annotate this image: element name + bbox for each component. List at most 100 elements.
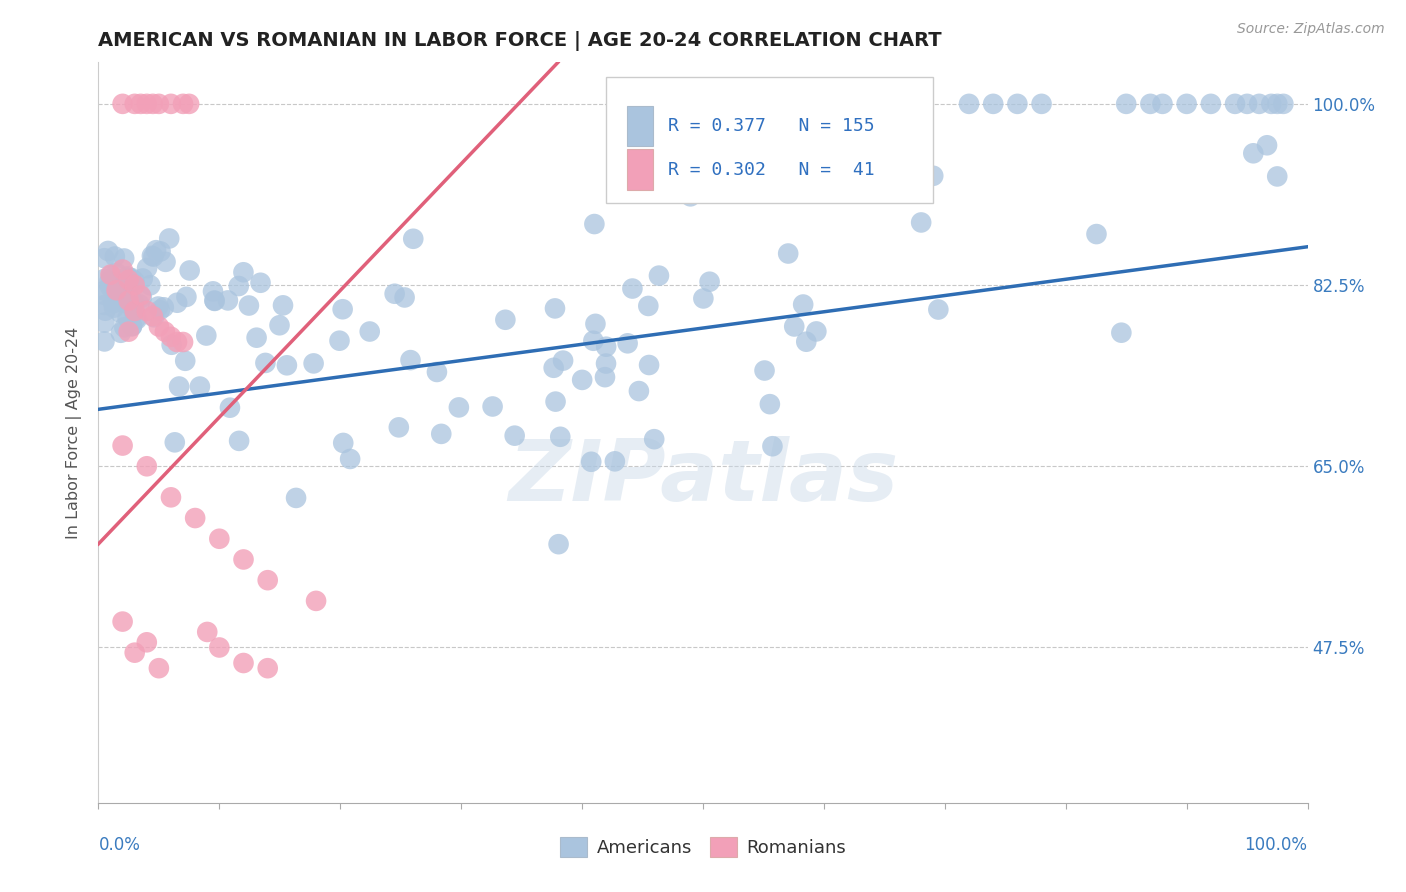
- Legend: Americans, Romanians: Americans, Romanians: [553, 830, 853, 864]
- Point: [806, 325, 828, 339]
- Point: [93, 298, 115, 312]
- Point: [166, 334, 188, 349]
- Point: [585, 317, 607, 331]
- Point: [163, 435, 186, 450]
- Point: [105, 283, 128, 297]
- Point: [93, 288, 115, 302]
- Point: [548, 430, 571, 444]
- Point: [118, 293, 141, 308]
- Point: [245, 331, 267, 345]
- Point: [1256, 138, 1278, 153]
- Point: [384, 286, 406, 301]
- Point: [125, 311, 148, 326]
- Point: [131, 290, 153, 304]
- Point: [136, 261, 159, 276]
- Point: [783, 319, 806, 334]
- Point: [256, 573, 278, 587]
- Point: [1199, 96, 1222, 111]
- Point: [118, 281, 141, 295]
- Point: [118, 271, 141, 285]
- Point: [142, 250, 165, 264]
- Point: [1236, 96, 1258, 111]
- Point: [232, 552, 254, 566]
- Point: [195, 328, 218, 343]
- Point: [1260, 96, 1282, 111]
- Point: [97, 244, 120, 258]
- Point: [100, 268, 122, 282]
- Point: [117, 310, 139, 325]
- Point: [118, 290, 141, 304]
- Point: [124, 278, 146, 293]
- Point: [981, 96, 1004, 111]
- Point: [122, 274, 145, 288]
- Point: [1267, 96, 1289, 111]
- Text: 100.0%: 100.0%: [1244, 836, 1308, 855]
- Point: [1139, 96, 1161, 111]
- Point: [145, 243, 167, 257]
- Point: [1175, 96, 1198, 111]
- Point: [910, 215, 932, 229]
- Point: [111, 615, 134, 629]
- Y-axis label: In Labor Force | Age 20-24: In Labor Force | Age 20-24: [66, 326, 83, 539]
- Point: [249, 276, 271, 290]
- Point: [276, 359, 298, 373]
- Point: [792, 297, 814, 311]
- Point: [94, 303, 117, 318]
- Point: [699, 275, 721, 289]
- Point: [129, 288, 152, 302]
- Point: [1111, 326, 1133, 340]
- Point: [115, 291, 138, 305]
- Point: [285, 491, 308, 505]
- Point: [93, 284, 115, 298]
- Point: [544, 301, 567, 316]
- FancyBboxPatch shape: [606, 78, 932, 203]
- Point: [1007, 96, 1029, 111]
- Point: [399, 353, 422, 368]
- Point: [118, 273, 141, 287]
- Point: [228, 279, 250, 293]
- Point: [195, 624, 218, 639]
- Point: [201, 285, 224, 299]
- Point: [111, 439, 134, 453]
- Point: [238, 299, 260, 313]
- Point: [1152, 96, 1174, 111]
- Point: [125, 312, 148, 326]
- Point: [104, 250, 127, 264]
- Text: Source: ZipAtlas.com: Source: ZipAtlas.com: [1237, 22, 1385, 37]
- Point: [271, 298, 294, 312]
- Point: [302, 356, 325, 370]
- Point: [426, 365, 449, 379]
- Point: [494, 312, 516, 326]
- Point: [621, 281, 644, 295]
- Point: [571, 373, 593, 387]
- Point: [110, 326, 132, 340]
- Point: [179, 96, 201, 111]
- Point: [1272, 96, 1295, 111]
- Point: [582, 334, 605, 348]
- Point: [100, 268, 122, 283]
- Point: [152, 300, 174, 314]
- Point: [135, 459, 157, 474]
- Point: [359, 325, 381, 339]
- Point: [616, 336, 638, 351]
- Point: [124, 646, 146, 660]
- Point: [114, 280, 136, 294]
- Point: [232, 265, 254, 279]
- Point: [157, 231, 180, 245]
- Point: [204, 293, 226, 308]
- Point: [160, 96, 183, 111]
- Point: [105, 266, 128, 280]
- Point: [112, 320, 135, 334]
- Point: [1031, 96, 1053, 111]
- Point: [124, 96, 146, 111]
- Point: [648, 268, 671, 283]
- Point: [204, 293, 226, 308]
- Point: [957, 96, 980, 111]
- Point: [118, 325, 141, 339]
- Point: [332, 302, 354, 317]
- Point: [927, 302, 949, 317]
- Point: [228, 434, 250, 448]
- Point: [132, 271, 155, 285]
- Point: [339, 452, 361, 467]
- Point: [184, 511, 207, 525]
